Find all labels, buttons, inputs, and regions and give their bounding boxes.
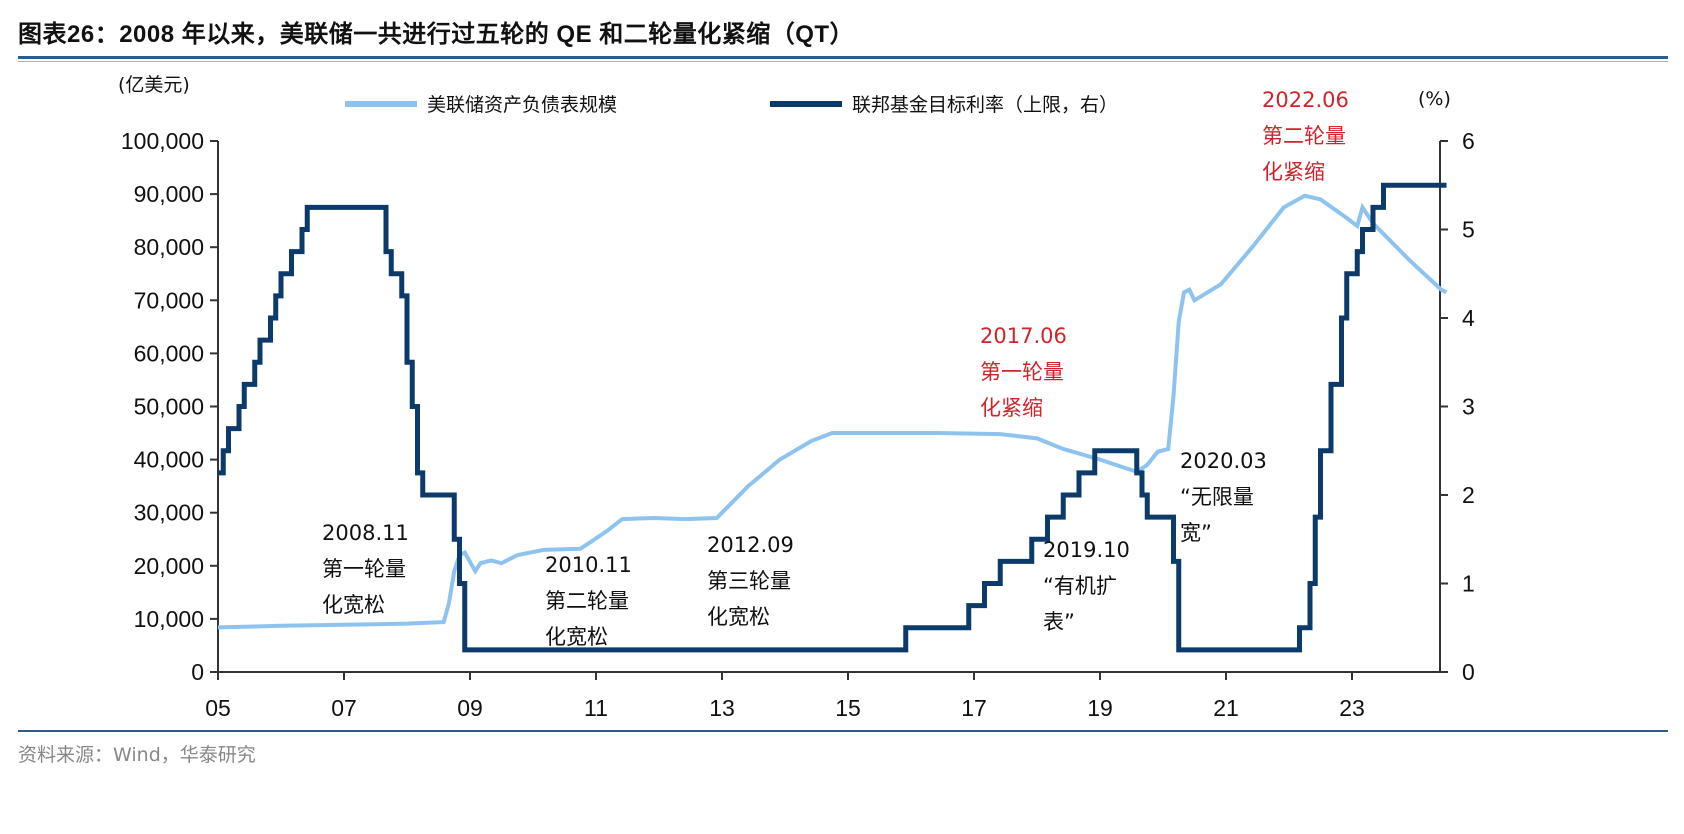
legend-label: 美联储资产负债表规模 bbox=[427, 94, 617, 116]
left-tick-label: 80,000 bbox=[134, 234, 204, 260]
right-tick-label: 4 bbox=[1462, 305, 1475, 331]
annotation-text: 2012.09 bbox=[707, 533, 794, 557]
annotation-text: 化紧缩 bbox=[1262, 160, 1325, 184]
x-tick-label: 17 bbox=[961, 695, 987, 721]
left-tick-label: 20,000 bbox=[134, 553, 204, 579]
right-tick-label: 2 bbox=[1462, 482, 1475, 508]
annotation-text: 化紧缩 bbox=[980, 396, 1043, 420]
annotation-text: “有机扩 bbox=[1043, 574, 1117, 598]
left-tick-label: 0 bbox=[191, 659, 204, 685]
left-tick-label: 40,000 bbox=[134, 447, 204, 473]
x-tick-label: 21 bbox=[1213, 695, 1239, 721]
left-tick-label: 50,000 bbox=[134, 394, 204, 420]
annotation-text: 2010.11 bbox=[545, 553, 632, 577]
right-tick-label: 5 bbox=[1462, 217, 1475, 243]
series-line-fed-funds-rate bbox=[218, 182, 1447, 653]
x-tick-label: 09 bbox=[457, 695, 483, 721]
right-tick-label: 3 bbox=[1462, 394, 1475, 420]
x-tick-label: 13 bbox=[709, 695, 735, 721]
right-axis-unit: (%) bbox=[1418, 88, 1451, 110]
right-tick-label: 6 bbox=[1462, 128, 1475, 154]
x-tick-label: 19 bbox=[1087, 695, 1113, 721]
annotation-text: 宽” bbox=[1180, 521, 1212, 545]
annotation-text: 表” bbox=[1043, 610, 1075, 634]
annotation-text: “无限量 bbox=[1180, 485, 1254, 509]
left-tick-label: 30,000 bbox=[134, 500, 204, 526]
x-tick-label: 23 bbox=[1339, 695, 1365, 721]
annotation-text: 化宽松 bbox=[545, 625, 608, 649]
annotation-text: 化宽松 bbox=[322, 593, 385, 617]
annotation-text: 第二轮量 bbox=[1262, 124, 1346, 148]
right-tick-label: 0 bbox=[1462, 659, 1475, 685]
annotation-text: 2022.06 bbox=[1262, 88, 1349, 112]
x-tick-label: 07 bbox=[331, 695, 357, 721]
left-tick-label: 70,000 bbox=[134, 287, 204, 313]
x-tick-label: 11 bbox=[584, 695, 608, 721]
annotation-text: 第一轮量 bbox=[980, 360, 1064, 384]
annotation-text: 第三轮量 bbox=[707, 569, 791, 593]
title-divider-thin bbox=[18, 61, 1668, 62]
legend-label: 联邦基金目标利率（上限，右） bbox=[852, 94, 1118, 116]
annotation-text: 2020.03 bbox=[1180, 449, 1267, 473]
title-divider bbox=[18, 56, 1668, 59]
left-tick-label: 60,000 bbox=[134, 340, 204, 366]
annotation-text: 2019.10 bbox=[1043, 538, 1130, 562]
series-line-balance-sheet bbox=[217, 193, 1448, 630]
right-tick-label: 1 bbox=[1462, 571, 1475, 597]
left-axis-unit: (亿美元) bbox=[118, 74, 190, 96]
left-tick-label: 90,000 bbox=[134, 181, 204, 207]
footer-divider bbox=[18, 730, 1668, 732]
left-tick-label: 10,000 bbox=[134, 606, 204, 632]
annotation-text: 第一轮量 bbox=[322, 557, 406, 581]
left-tick-label: 100,000 bbox=[121, 128, 204, 154]
annotation-text: 第二轮量 bbox=[545, 589, 629, 613]
x-tick-label: 15 bbox=[835, 695, 861, 721]
annotation-text: 2008.11 bbox=[322, 521, 409, 545]
annotation-text: 化宽松 bbox=[707, 605, 770, 629]
chart-title: 图表26：2008 年以来，美联储一共进行过五轮的 QE 和二轮量化紧缩（QT） bbox=[18, 21, 855, 48]
source-note: 资料来源：Wind，华泰研究 bbox=[18, 744, 256, 766]
annotation-text: 2017.06 bbox=[980, 324, 1067, 348]
x-tick-label: 05 bbox=[205, 695, 231, 721]
